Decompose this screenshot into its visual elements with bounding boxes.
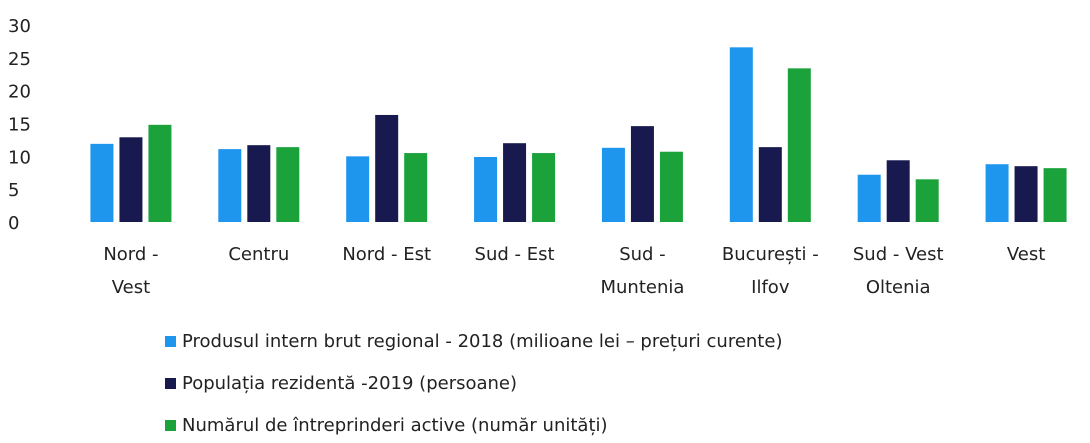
legend-label: Numărul de întreprinderi active (număr u… (182, 415, 608, 436)
x-tick-label: Nord - Est (342, 244, 432, 265)
x-tick-label: Sud - Est (474, 244, 555, 265)
bar (787, 68, 811, 222)
y-tick-label: 10 (8, 147, 31, 168)
bar (346, 156, 370, 222)
bar (985, 164, 1009, 222)
bar (886, 160, 910, 222)
y-tick-label: 20 (8, 82, 31, 103)
x-tick-label: București - Ilfov (721, 244, 819, 298)
legend-swatch (165, 336, 176, 347)
bar (1014, 166, 1038, 222)
bar (474, 156, 498, 222)
bar (148, 124, 172, 222)
bar (915, 179, 939, 222)
legend-item: Produsul intern brut regional - 2018 (mi… (165, 331, 782, 352)
legend-label: Produsul intern brut regional - 2018 (mi… (182, 331, 783, 352)
bar (404, 153, 428, 222)
bar (247, 145, 271, 222)
x-tick-label: Centru (228, 244, 290, 265)
legend-item: Numărul de întreprinderi active (număr u… (165, 415, 608, 436)
y-tick-label: 30 (8, 16, 31, 37)
legend-swatch (165, 378, 176, 389)
bar (659, 151, 683, 222)
legend-item: Populația rezidentă -2019 (persoane) (165, 373, 517, 394)
x-tick-label: Sud - Vest Oltenia (852, 244, 944, 298)
bar (758, 147, 782, 222)
bar (276, 147, 300, 222)
bar (729, 47, 753, 223)
bar (375, 114, 399, 222)
bar (90, 143, 114, 222)
y-tick-label: 15 (8, 115, 31, 136)
legend-swatch (165, 420, 176, 431)
y-tick-label: 0 (8, 213, 19, 234)
bar (218, 149, 242, 222)
bar (1043, 168, 1067, 222)
y-tick-label: 25 (8, 49, 31, 70)
bar (532, 153, 556, 222)
x-tick-label: Sud - Muntenia (600, 244, 685, 298)
bar (119, 137, 143, 222)
legend-label: Populația rezidentă -2019 (persoane) (182, 373, 518, 394)
bar (630, 126, 654, 222)
bar (601, 147, 625, 222)
x-tick-label: Nord - Vest (103, 244, 159, 298)
bar (503, 143, 527, 222)
bar (857, 174, 881, 222)
y-tick-label: 5 (8, 180, 19, 201)
x-tick-label: Vest (1006, 244, 1046, 265)
